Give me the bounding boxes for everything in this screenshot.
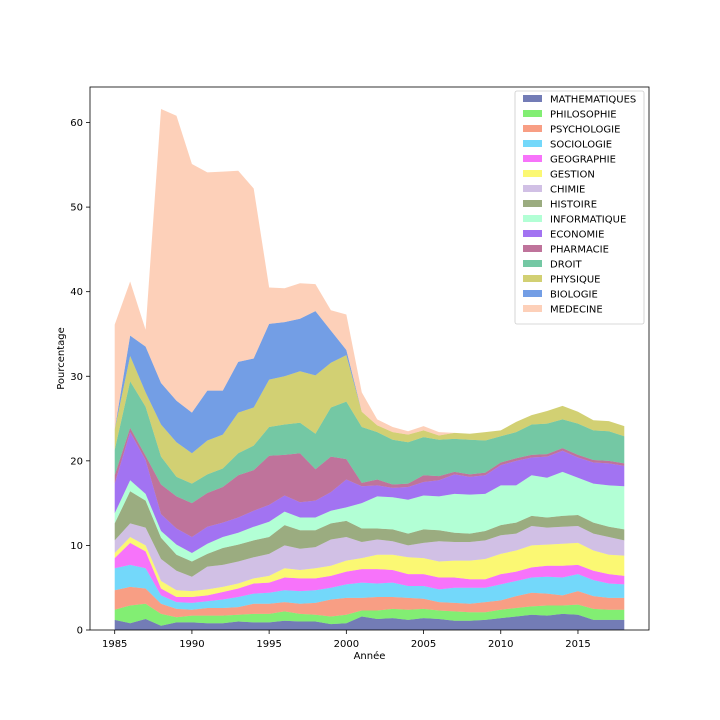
area-series-chimie — [114, 523, 625, 592]
area-series-geographie — [114, 542, 625, 603]
x-tick-label: 2005 — [411, 639, 436, 650]
legend-swatch-psychologie — [523, 125, 542, 132]
x-tick-label: 1985 — [102, 639, 127, 650]
legend-label-psychologie: PSYCHOLOGIE — [550, 125, 620, 136]
legend-swatch-sociologie — [523, 140, 542, 147]
y-axis-title: Pourcentage — [56, 327, 67, 390]
legend-label-geographie: GEOGRAPHIE — [550, 155, 616, 166]
area-series-economie — [114, 432, 625, 554]
legend-label-biologie: BIOLOGIE — [550, 290, 598, 301]
area-series-sociologie — [114, 564, 625, 610]
legend-label-pharmacie: PHARMACIE — [550, 245, 609, 256]
area-series-informatique — [114, 471, 625, 562]
legend-box — [514, 90, 645, 325]
legend-label-medecine: MEDECINE — [550, 305, 603, 316]
legend-swatch-mathematiques — [523, 95, 542, 102]
y-tick-label: 60 — [70, 118, 83, 129]
legend-label-informatique: INFORMATIQUE — [550, 215, 626, 226]
legend-swatch-philosophie — [523, 110, 542, 117]
area-series-gestion — [114, 536, 625, 598]
y-tick-label: 20 — [70, 456, 83, 467]
plot-area — [114, 108, 625, 630]
legend-label-chimie: CHIMIE — [550, 185, 585, 196]
y-tick-label: 0 — [77, 626, 83, 637]
x-tick-label: 1990 — [179, 639, 204, 650]
legend-swatch-droit — [523, 260, 542, 267]
legend-label-histoire: HISTOIRE — [550, 200, 597, 211]
area-series-histoire — [114, 491, 625, 577]
legend-swatch-gestion — [523, 170, 542, 177]
legend-label-sociologie: SOCIOLOGIE — [550, 140, 612, 151]
legend-swatch-economie — [523, 230, 542, 237]
legend-swatch-histoire — [523, 200, 542, 207]
legend-swatch-medecine — [523, 305, 542, 312]
legend-label-economie: ECONOMIE — [550, 230, 604, 241]
area-series-philosophie — [114, 603, 625, 626]
legend: MATHEMATIQUES PHILOSOPHIE PSYCHOLOGIE SOCIO… — [514, 90, 645, 325]
area-series-medecine — [114, 108, 625, 436]
x-tick-label: 2000 — [334, 639, 359, 650]
x-tick-label: 1995 — [256, 639, 281, 650]
x-axis-title: Année — [354, 650, 386, 662]
legend-swatch-pharmacie — [523, 245, 542, 252]
legend-swatch-geographie — [523, 155, 542, 162]
legend-swatch-biologie — [523, 290, 542, 297]
y-tick-label: 10 — [70, 541, 83, 552]
legend-swatch-physique — [523, 275, 542, 282]
legend-label-philosophie: PHILOSOPHIE — [550, 110, 617, 121]
legend-label-physique: PHYSIQUE — [550, 275, 600, 286]
legend-label-droit: DROIT — [550, 260, 582, 271]
y-tick-label: 30 — [70, 372, 83, 383]
y-tick-label: 50 — [70, 203, 83, 214]
area-series-droit — [114, 381, 625, 504]
x-tick-label: 2015 — [565, 639, 590, 650]
y-tick-label: 40 — [70, 287, 83, 298]
legend-swatch-chimie — [523, 185, 542, 192]
x-tick-label: 2010 — [488, 639, 513, 650]
y-axis: 0 10 20 30 40 50 60 — [70, 118, 90, 637]
legend-label-mathematiques: MATHEMATIQUES — [550, 95, 636, 106]
area-series-pharmacie — [114, 427, 625, 537]
area-series-mathematiques — [114, 613, 625, 630]
area-series-psychologie — [114, 586, 625, 618]
area-series-physique — [114, 355, 625, 484]
plot-frame — [89, 86, 650, 631]
legend-label-gestion: GESTION — [550, 170, 595, 181]
x-axis: 1985 1990 1995 2000 2005 2010 2015 — [102, 630, 591, 650]
legend-swatch-informatique — [523, 215, 542, 222]
